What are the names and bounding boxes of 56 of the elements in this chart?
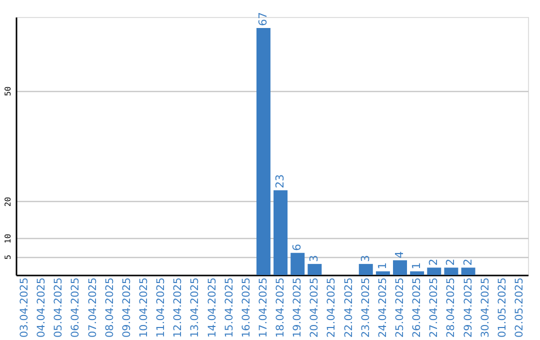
bar	[290, 252, 305, 275]
data-label: 6	[290, 244, 304, 251]
x-tick-label: 07.04.2025	[86, 278, 99, 338]
x-tick-label: 15.04.2025	[223, 278, 236, 338]
bar	[376, 271, 390, 275]
x-tick-label: 17.04.2025	[257, 278, 270, 338]
x-tick-label: 05.04.2025	[52, 278, 65, 338]
x-tick-label: 20.04.2025	[308, 278, 321, 338]
bar	[444, 268, 458, 275]
x-tick-label: 16.04.2025	[240, 278, 252, 338]
data-label: 1	[376, 262, 389, 270]
x-tick-label: 01.05.2025	[496, 278, 508, 338]
y-tick-label: 10	[4, 234, 12, 244]
x-tick-label: 04.04.2025	[36, 278, 48, 338]
data-label: 1	[410, 262, 424, 270]
data-label: 4	[393, 251, 406, 258]
y-tick-label: 50	[4, 86, 12, 96]
x-tick-label: 26.04.2025	[411, 278, 424, 338]
data-label: 2	[444, 258, 458, 266]
data-label: 3	[308, 254, 321, 262]
bar	[410, 271, 424, 275]
x-tick-label: 23.04.2025	[360, 278, 372, 338]
bar	[256, 28, 270, 275]
y-tick-label: 5	[4, 254, 12, 260]
bar	[427, 268, 442, 275]
data-label: 2	[461, 258, 474, 266]
bar	[308, 264, 322, 275]
x-tick-label: 09.04.2025	[120, 278, 133, 338]
bar	[393, 260, 407, 275]
x-tick-label: 19.04.2025	[292, 278, 304, 338]
x-tick-label: 11.04.2025	[155, 278, 168, 338]
x-tick-label: 25.04.2025	[394, 278, 406, 338]
x-tick-label: 08.04.2025	[104, 278, 116, 338]
x-tick-label: 30.04.2025	[479, 278, 492, 338]
x-tick-label: 12.04.2025	[172, 278, 184, 338]
x-tick-label: 18.04.2025	[274, 278, 287, 338]
x-tick-label: 27.04.2025	[428, 278, 440, 338]
x-tick-label: 29.04.2025	[462, 278, 474, 338]
x-tick-label: 06.04.2025	[70, 278, 82, 338]
x-tick-label: 02.05.2025	[513, 278, 526, 338]
x-tick-label: 03.04.2025	[18, 278, 31, 338]
bar	[358, 264, 373, 275]
x-tick-label: 28.04.2025	[445, 278, 458, 338]
x-tick-label: 13.04.2025	[189, 278, 202, 338]
x-tick-label: 10.04.2025	[138, 278, 150, 338]
y-tick-label: 20	[4, 196, 12, 207]
bar	[274, 190, 288, 275]
data-label: 3	[358, 254, 372, 262]
data-label: 2	[427, 258, 440, 266]
data-label: 23	[274, 174, 287, 188]
data-label: 67	[256, 12, 270, 26]
x-tick-label: 22.04.2025	[342, 278, 355, 338]
x-tick-label: 24.04.2025	[376, 278, 389, 338]
x-tick-label: 14.04.2025	[206, 278, 218, 338]
x-tick-label: 21.04.2025	[326, 278, 338, 338]
bar	[461, 268, 476, 275]
